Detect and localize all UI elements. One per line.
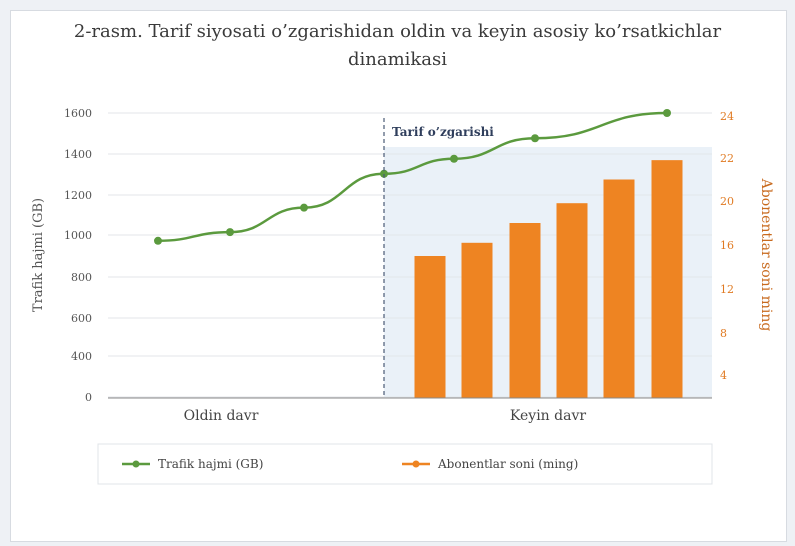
line-point — [663, 109, 671, 117]
period-label-before: Oldin davr — [184, 408, 259, 424]
right-tick-label: 22 — [720, 152, 734, 165]
left-tick-label: 1200 — [64, 189, 92, 202]
period-label-after: Keyin davr — [510, 408, 586, 424]
chart-title-line-2: dinamikasi — [347, 49, 448, 70]
left-tick-label: 400 — [71, 350, 92, 363]
left-tick-label: 0 — [85, 391, 92, 404]
left-tick-label: 600 — [71, 312, 92, 325]
right-axis-title: Abonentlar soni ming — [758, 178, 774, 332]
left-tick-label: 1000 — [64, 229, 92, 242]
legend-line-marker — [132, 460, 140, 468]
bar — [651, 160, 683, 398]
left-tick-label: 800 — [71, 271, 92, 284]
line-point — [450, 154, 458, 163]
left-tick-label: 1400 — [64, 148, 92, 161]
left-tick-label: 1800 — [64, 0, 92, 3]
line-series-path — [157, 111, 668, 243]
legend-label-traffic: Trafik hajmi (GB) — [158, 457, 263, 471]
line-point — [531, 134, 539, 143]
left-tick-label: 1600 — [64, 107, 92, 120]
right-tick-label: 8 — [720, 327, 727, 340]
right-tick-label: 12 — [720, 283, 734, 296]
line-point — [226, 228, 234, 237]
line-point — [380, 169, 388, 178]
right-tick-label: 4 — [720, 369, 727, 382]
chart-title-line-1: 2-rasm. Tarif siyosati o’zgarishidan old… — [73, 21, 722, 42]
annotation-label: Tarif o’zgarishi — [392, 125, 494, 139]
bar — [509, 223, 541, 398]
right-tick-label: 24 — [720, 110, 734, 123]
right-tick-label: 16 — [720, 239, 734, 252]
bar — [461, 242, 493, 398]
legend-label-subscribers: Abonentlar soni (ming) — [437, 457, 578, 471]
bar — [556, 203, 588, 398]
right-tick-label: 20 — [720, 195, 734, 208]
chart-title: 2-rasm. Tarif siyosati o’zgarishidan old… — [0, 18, 795, 74]
bar — [603, 179, 635, 398]
bar — [414, 256, 446, 398]
legend-bar-marker — [412, 460, 420, 468]
left-axis-title: Trafik hajmi (GB) — [31, 198, 46, 312]
line-point — [154, 236, 162, 245]
line-point — [300, 203, 308, 212]
